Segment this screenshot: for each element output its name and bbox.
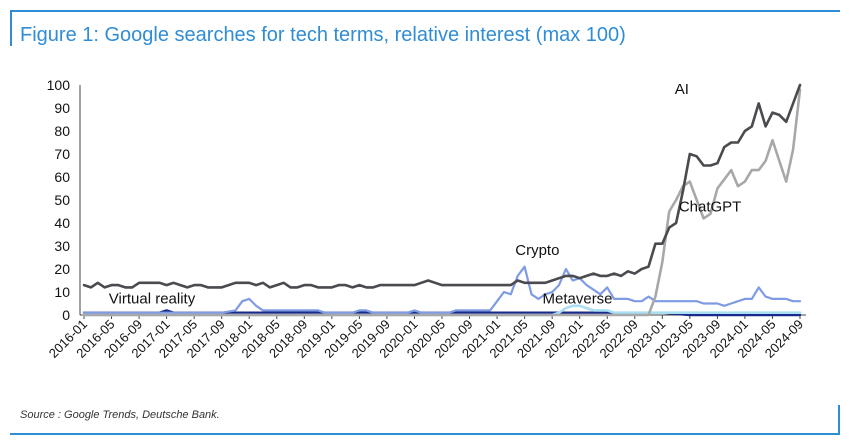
frame-bottom-line <box>10 433 840 435</box>
frame-top-line <box>10 10 840 12</box>
y-tick-label: 20 <box>54 261 70 277</box>
axes-group: 01020304050607080901002016-012016-052016… <box>46 77 806 361</box>
y-tick-label: 100 <box>47 77 71 93</box>
series-label-crypto: Crypto <box>515 242 559 259</box>
y-tick-label: 70 <box>54 146 70 162</box>
y-tick-label: 40 <box>54 215 70 231</box>
series-lines <box>82 83 802 317</box>
y-tick-label: 90 <box>54 100 70 116</box>
y-tick-label: 50 <box>54 192 70 208</box>
series-label-metaverse: Metaverse <box>543 291 613 308</box>
series-line-ai <box>82 83 802 289</box>
series-label-virtual-reality: Virtual reality <box>109 291 196 308</box>
frame-right-tick <box>838 405 840 435</box>
y-tick-label: 0 <box>62 307 70 323</box>
series-label-chatgpt: ChatGPT <box>679 199 742 216</box>
frame-left-tick <box>10 10 12 46</box>
y-tick-label: 30 <box>54 238 70 254</box>
series-line-chatgpt <box>82 88 802 317</box>
y-tick-label: 60 <box>54 169 70 185</box>
y-tick-label: 10 <box>54 284 70 300</box>
series-label-ai: AI <box>675 81 689 98</box>
y-tick-label: 80 <box>54 123 70 139</box>
series-line-crypto <box>82 265 802 314</box>
source-note: Source : Google Trends, Deutsche Bank. <box>20 409 220 421</box>
series-labels: AI ChatGPT Crypto Metaverse Virtual reality <box>109 81 742 307</box>
chart-title: Figure 1: Google searches for tech terms… <box>20 24 626 46</box>
